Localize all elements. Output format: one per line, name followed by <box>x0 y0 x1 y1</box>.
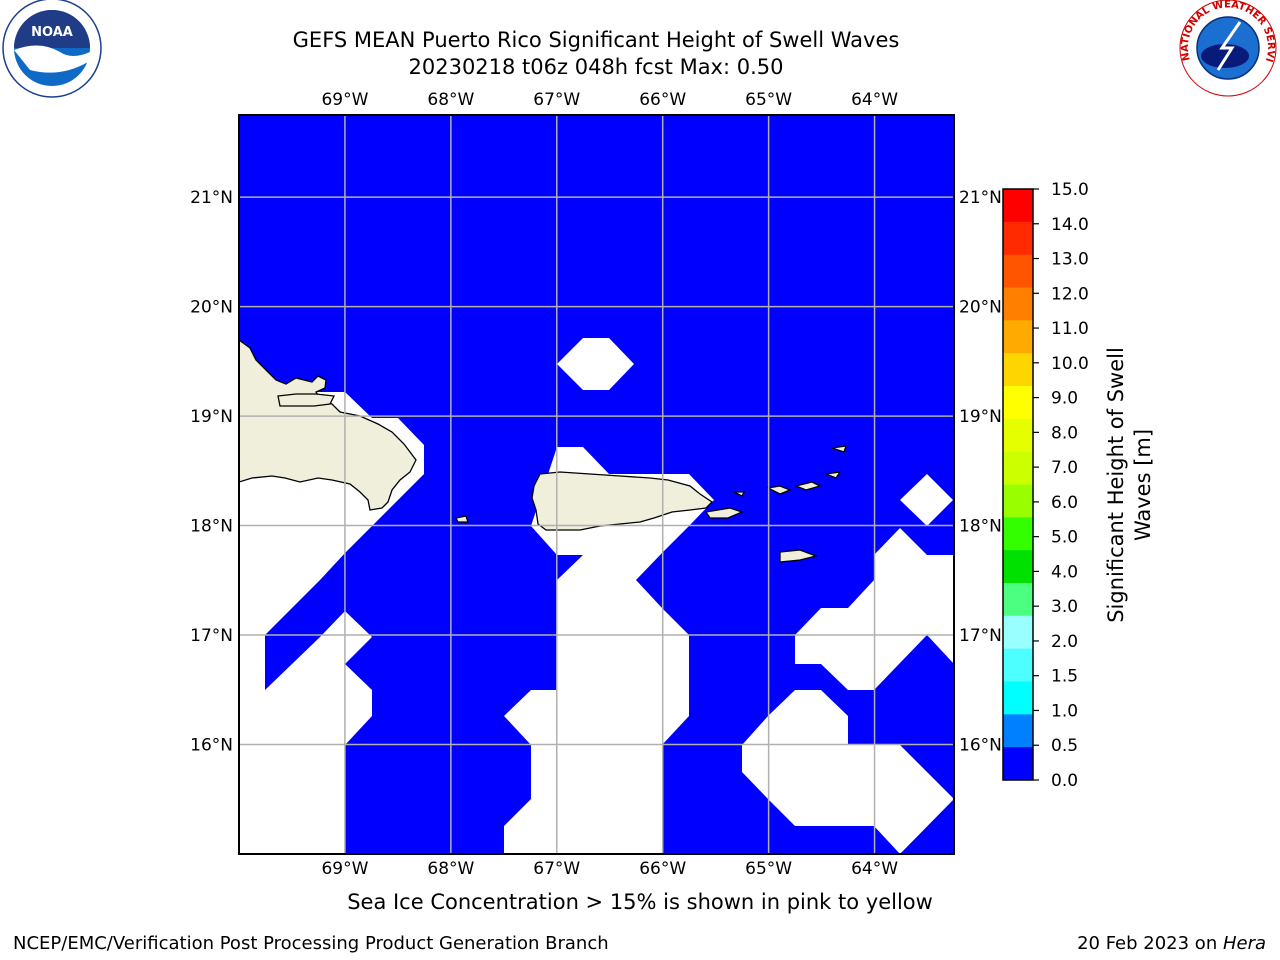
virgin-islands-1 <box>765 485 792 495</box>
lat-tick-left: 19°N <box>190 407 233 427</box>
colorbar-tick-label: 5.0 <box>1051 528 1078 548</box>
colorbar-segment <box>1003 550 1033 584</box>
lon-tick-top: 69°W <box>321 90 368 110</box>
colorbar-tick-label: 1.0 <box>1051 701 1078 721</box>
colorbar-label-line2: Waves [m] <box>1131 429 1155 541</box>
colorbar-tick-label: 2.0 <box>1051 632 1078 652</box>
colorbar-tick-label: 1.5 <box>1051 667 1078 687</box>
lon-tick-bottom: 69°W <box>321 859 368 879</box>
lon-tick-top: 66°W <box>639 90 686 110</box>
nws-logo: NATIONAL WEATHER SERVICE <box>0 0 1277 97</box>
lat-tick-right: 18°N <box>959 517 1002 537</box>
noaa-logo-text: NOAA <box>31 25 73 40</box>
vieques <box>704 507 744 519</box>
hispaniola <box>239 339 417 511</box>
colorbar-segment <box>1003 353 1033 387</box>
lat-tick-left: 16°N <box>190 736 233 756</box>
colorbar-segment <box>1003 254 1033 288</box>
colorbar-segment <box>1003 747 1033 781</box>
colorbar-segment <box>1003 517 1033 551</box>
colorbar: 15.0 14.0 13.0 12.0 11.0 10.0 9.0 8.0 7.0 6.0 5.0 4… <box>1002 180 1089 791</box>
lat-tick-right: 17°N <box>959 626 1002 646</box>
colorbar-segment <box>1003 648 1033 682</box>
nws-ring-text: NATIONAL WEATHER SERVICE <box>0 0 1276 63</box>
colorbar-tick-label: 11.0 <box>1051 319 1089 339</box>
lon-tick-top: 67°W <box>533 90 580 110</box>
colorbar-segment <box>1003 615 1033 650</box>
colorbar-tick-label: 0.0 <box>1051 771 1078 791</box>
colorbar-label-line1: Significant Height of Swell <box>1104 347 1128 623</box>
lat-tick-left: 18°N <box>190 517 233 537</box>
colorbar-tick-label: 8.0 <box>1051 423 1078 443</box>
axis-tick-labels: 69°W 69°W 68°W 68°W 67°W 67°W 66°W 66°W 65°W 65°W… <box>190 90 1002 879</box>
colorbar-tick-label: 9.0 <box>1051 389 1078 409</box>
colorbar-tick-label: 10.0 <box>1051 354 1089 374</box>
colorbar-tick-label: 13.0 <box>1051 250 1089 270</box>
colorbar-segment <box>1003 583 1033 617</box>
colorbar-tick-label: 7.0 <box>1051 458 1078 478</box>
lon-tick-bottom: 67°W <box>533 859 580 879</box>
chart-title: GEFS MEAN Puerto Rico Significant Height… <box>292 28 900 52</box>
sea-ice-note: Sea Ice Concentration > 15% is shown in … <box>347 890 933 914</box>
colorbar-tick-label: 3.0 <box>1051 597 1078 617</box>
mona-island <box>455 515 469 523</box>
lon-tick-top: 68°W <box>427 90 474 110</box>
anegada <box>831 445 847 453</box>
lat-tick-right: 21°N <box>959 188 1002 208</box>
lat-tick-right: 20°N <box>959 298 1002 318</box>
footer-date-text: 20 Feb 2023 on <box>1077 933 1223 954</box>
lat-tick-left: 20°N <box>190 298 233 318</box>
lat-tick-left: 17°N <box>190 626 233 646</box>
footer-date: 20 Feb 2023 on Hera <box>1077 933 1266 954</box>
colorbar-segment <box>1003 681 1033 715</box>
lon-tick-bottom: 66°W <box>639 859 686 879</box>
map-frame <box>238 114 955 855</box>
colorbar-segment <box>1003 189 1033 223</box>
colorbar-tick-label: 14.0 <box>1051 215 1089 235</box>
lon-tick-bottom: 64°W <box>851 859 898 879</box>
tortuga-island <box>277 393 335 407</box>
colorbar-tick-label: 15.0 <box>1051 180 1089 200</box>
land-masses <box>239 339 847 563</box>
colorbar-segment <box>1003 287 1033 321</box>
colorbar-segment <box>1003 386 1033 420</box>
virgin-islands-3 <box>823 471 842 479</box>
chart-subtitle: 20230218 t06z 048h fcst Max: 0.50 <box>408 55 784 79</box>
footer-credit: NCEP/EMC/Verification Post Processing Pr… <box>13 933 609 954</box>
colorbar-frame <box>1002 188 1034 781</box>
colorbar-tick-label: 12.0 <box>1051 284 1089 304</box>
colorbar-tick-label: 6.0 <box>1051 493 1078 513</box>
colorbar-tick-label: 4.0 <box>1051 562 1078 582</box>
map-area <box>239 115 954 854</box>
colorbar-tick-label: 0.5 <box>1051 736 1078 756</box>
colorbar-segment <box>1003 221 1033 256</box>
noaa-logo: NOAA <box>2 0 102 98</box>
lon-tick-bottom: 65°W <box>745 859 792 879</box>
colorbar-segment <box>1003 320 1033 354</box>
footer-host: Hera <box>1222 933 1266 954</box>
gridlines <box>239 115 954 854</box>
lon-tick-bottom: 68°W <box>427 859 474 879</box>
virgin-islands-2 <box>793 481 822 491</box>
colorbar-segment <box>1003 484 1033 518</box>
st-croix <box>779 549 819 563</box>
colorbar-segment <box>1003 451 1033 485</box>
colorbar-segment <box>1003 418 1033 453</box>
colorbar-segment <box>1003 714 1033 748</box>
lon-tick-top: 64°W <box>851 90 898 110</box>
lat-tick-left: 21°N <box>190 188 233 208</box>
lat-tick-right: 16°N <box>959 736 1002 756</box>
lon-tick-top: 65°W <box>745 90 792 110</box>
culebra <box>733 491 746 497</box>
lat-tick-right: 19°N <box>959 407 1002 427</box>
